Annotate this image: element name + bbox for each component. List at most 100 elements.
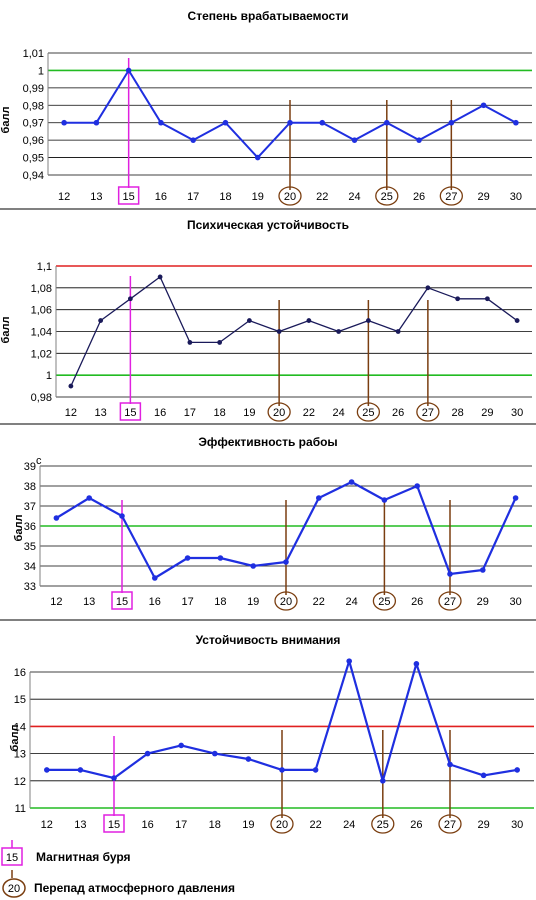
pressure-drop-circle-27: [438, 591, 462, 611]
x-tick-label: 13: [83, 596, 95, 608]
data-point: [144, 750, 151, 757]
x-tick-label: 16: [141, 819, 153, 831]
data-point: [380, 778, 386, 784]
x-tick-label: 17: [187, 191, 199, 203]
x-tick-label: 16: [154, 407, 166, 419]
series-line: [70, 276, 518, 387]
data-point: [184, 555, 191, 561]
data-point: [455, 296, 461, 302]
data-point: [283, 559, 289, 565]
y-tick-label: 1,01: [23, 48, 44, 60]
x-tick-label: 13: [74, 819, 86, 831]
data-point: [514, 767, 520, 773]
x-tick-label: 30: [511, 819, 523, 831]
data-point: [316, 495, 322, 501]
data-point: [61, 119, 67, 126]
data-point: [365, 318, 371, 323]
x-tick-label: 15: [124, 407, 136, 419]
data-point: [157, 274, 163, 280]
x-tick-label: 27: [444, 819, 456, 831]
y-axis-label: балл: [13, 515, 25, 542]
pressure-drop-circle-25: [371, 814, 395, 834]
pressure-drop-circle-27: [416, 402, 440, 422]
y-tick-label: 13: [14, 749, 26, 761]
x-tick-label: 25: [378, 596, 390, 608]
data-point: [306, 318, 312, 323]
data-point: [346, 658, 353, 664]
data-point: [158, 119, 164, 126]
data-point: [178, 742, 184, 749]
x-tick-label: 22: [313, 596, 325, 608]
x-tick-label: 20: [273, 407, 285, 419]
x-tick-label: 13: [95, 407, 107, 419]
data-point: [187, 340, 193, 345]
y-tick-label: 34: [24, 561, 36, 573]
x-tick-label: 18: [219, 191, 231, 203]
x-tick-label: 29: [477, 191, 489, 203]
data-point: [384, 119, 390, 126]
x-tick-label: 18: [214, 596, 226, 608]
x-tick-label: 30: [510, 191, 522, 203]
data-point: [217, 340, 223, 345]
y-axis-label: балл: [0, 317, 12, 344]
x-tick-label: 24: [343, 819, 355, 831]
data-point: [312, 767, 319, 773]
data-point: [119, 513, 125, 519]
legend-storm-day: 15: [6, 852, 18, 864]
data-point: [425, 285, 431, 291]
pressure-drop-circle-25: [372, 591, 397, 611]
data-point: [514, 318, 520, 323]
data-point: [190, 137, 196, 143]
data-point: [254, 154, 261, 161]
y-unit-label: с: [36, 455, 42, 467]
data-point: [336, 329, 342, 334]
x-tick-label: 16: [155, 191, 167, 203]
legend-pressure-day: 20: [8, 883, 20, 895]
data-point: [416, 137, 422, 143]
pressure-drop-circle-20: [274, 591, 298, 611]
data-point: [348, 479, 355, 485]
pressure-drop-circle-27: [438, 814, 462, 834]
legend: 15 Магнитная буря 20 Перепад атмосферног…: [1, 840, 235, 898]
x-tick-label: 22: [309, 819, 321, 831]
x-tick-label: 12: [65, 407, 77, 419]
data-point: [86, 495, 92, 501]
chart-title: Степень врабатываемости: [188, 9, 349, 23]
x-tick-label: 24: [333, 407, 345, 419]
data-point: [276, 329, 282, 334]
data-point: [93, 119, 100, 126]
x-tick-label: 12: [50, 596, 62, 608]
chart-title: Психическая устойчивость: [187, 218, 349, 232]
pressure-drop-circle-27: [439, 186, 463, 206]
x-tick-label: 24: [345, 596, 357, 608]
x-tick-label: 25: [362, 407, 374, 419]
y-tick-label: 11: [15, 803, 26, 815]
pressure-drop-circle-25: [356, 402, 381, 422]
x-tick-label: 12: [58, 191, 70, 203]
x-tick-label: 29: [481, 407, 493, 419]
legend-storm-label: Магнитная буря: [36, 850, 131, 864]
y-tick-label: 0,98: [23, 100, 44, 112]
x-tick-label: 19: [242, 819, 254, 831]
x-tick-label: 18: [209, 819, 221, 831]
x-tick-label: 29: [477, 596, 489, 608]
pressure-drop-circle-20: [270, 814, 294, 834]
y-tick-label: 39: [24, 461, 36, 473]
legend-pressure-label: Перепад атмосферного давления: [34, 881, 235, 895]
data-point: [279, 767, 285, 773]
data-point: [127, 296, 133, 302]
y-tick-label: 36: [24, 521, 36, 533]
x-tick-label: 15: [108, 819, 120, 831]
x-tick-label: 12: [41, 819, 53, 831]
x-tick-label: 15: [116, 596, 128, 608]
data-point: [413, 661, 420, 667]
chart-4: Устойчивость внимания балл 11 12 13 14 15 16 12 1…: [9, 633, 534, 834]
data-point: [246, 318, 252, 323]
data-point: [512, 495, 519, 501]
y-tick-label: 1,02: [31, 348, 52, 360]
data-point: [513, 119, 519, 126]
x-tick-label: 17: [181, 596, 193, 608]
data-point: [351, 137, 358, 143]
x-tick-label: 25: [381, 191, 393, 203]
y-tick-label: 12: [14, 776, 26, 788]
